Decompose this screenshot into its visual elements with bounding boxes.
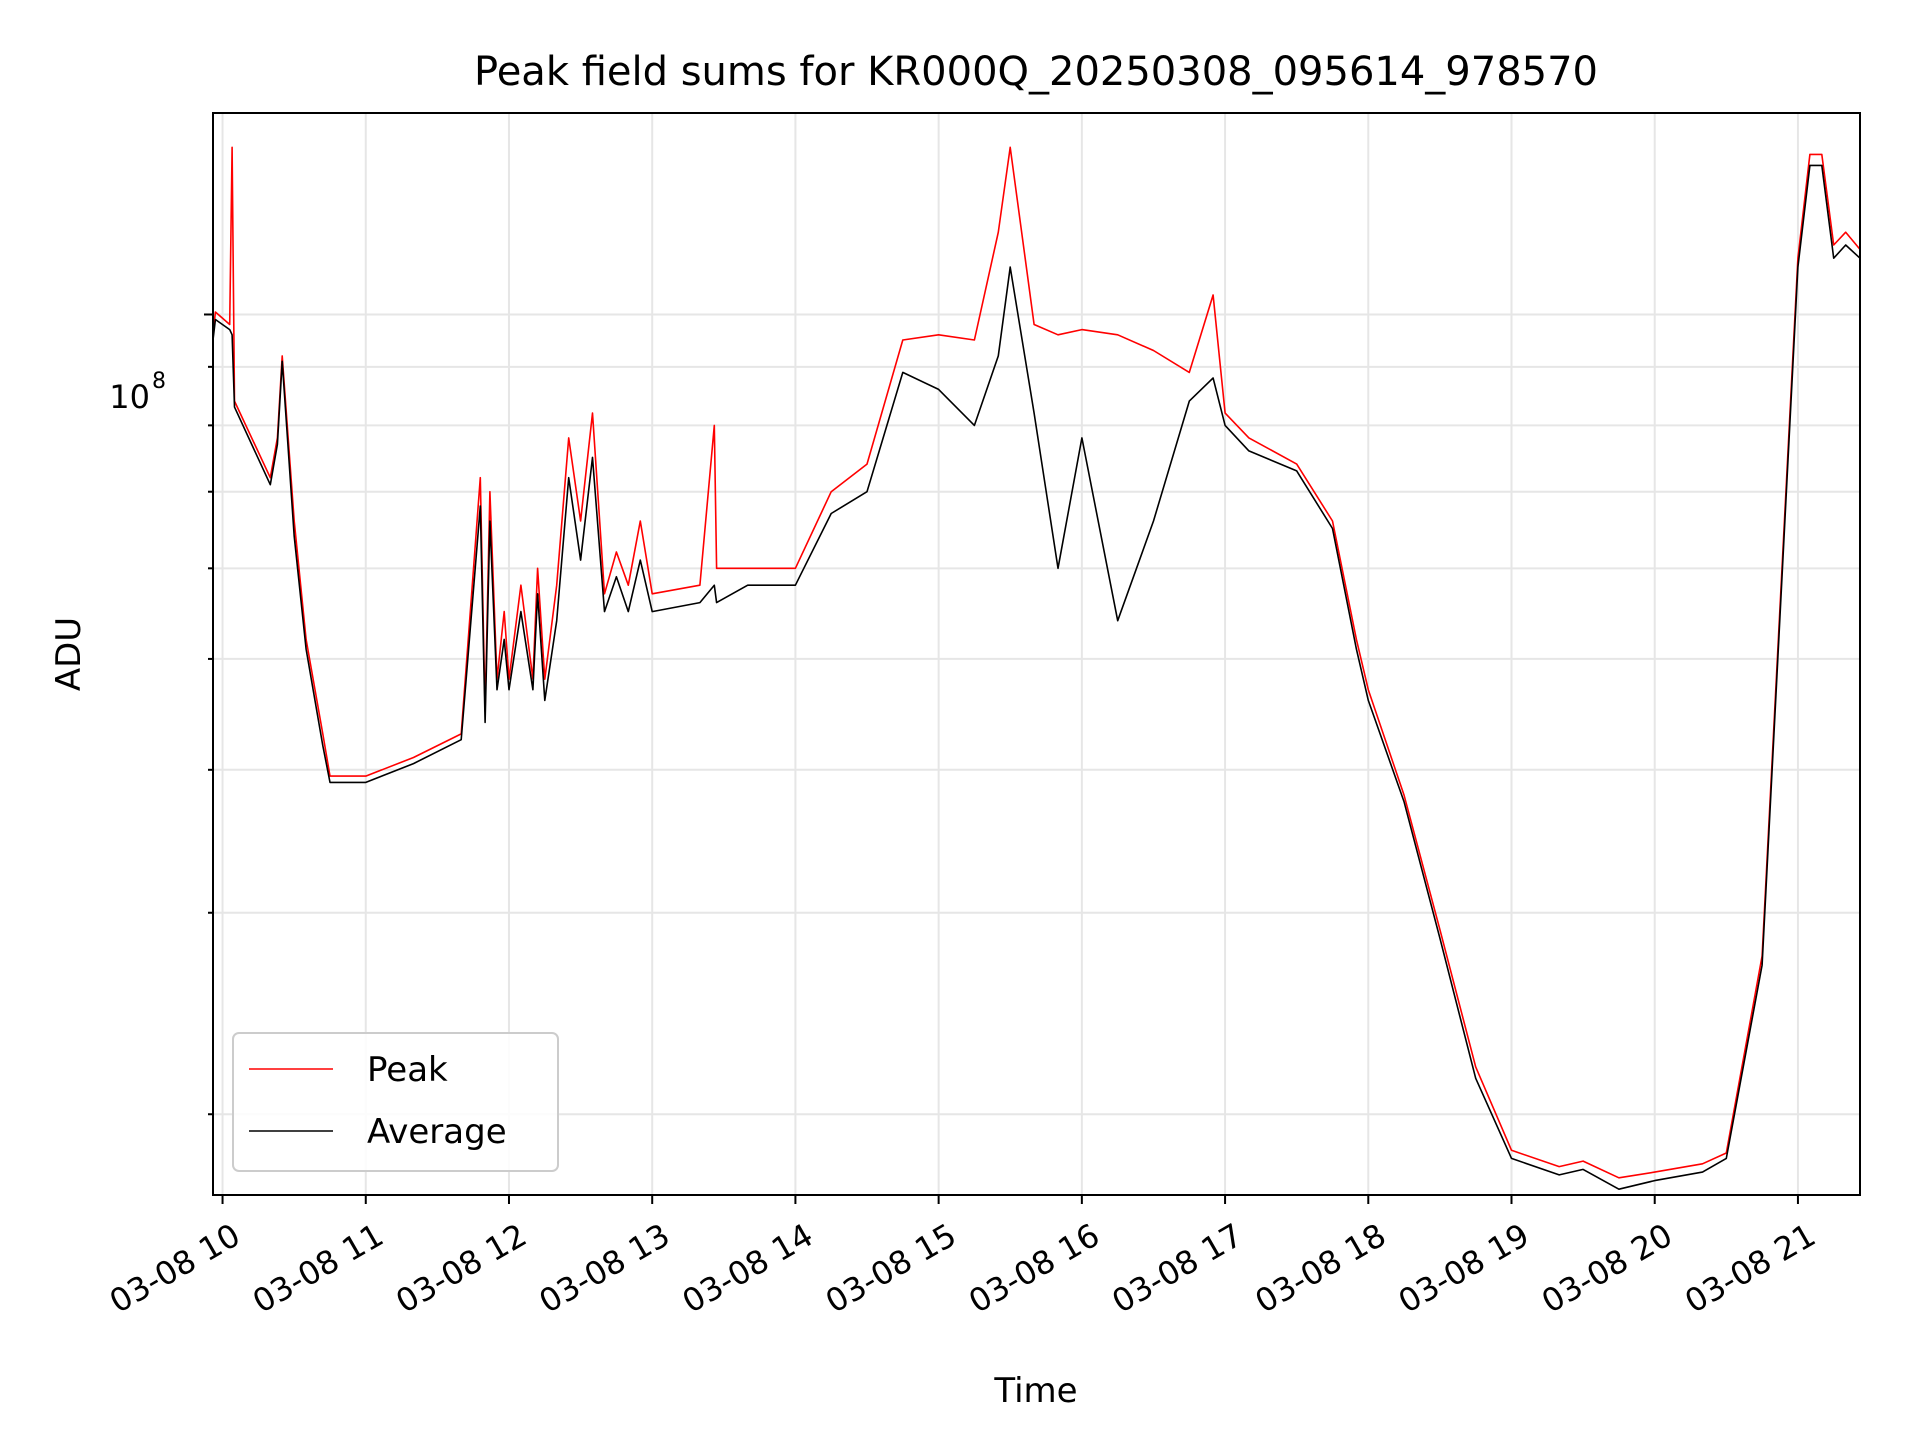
svg-text:8: 8 (152, 369, 166, 394)
legend-label-average: Average (367, 1112, 507, 1152)
legend: Peak Average (232, 1032, 559, 1172)
y-axis-ticks (204, 313, 213, 1116)
series-line-peak (212, 146, 1861, 1179)
y-tick-base: 10 (109, 378, 150, 416)
y-major-tick-label: 10 8 (109, 369, 166, 416)
legend-box (232, 1032, 559, 1172)
series-line-average (212, 164, 1861, 1190)
x-axis-label: Time (993, 1371, 1077, 1411)
series-layer (212, 146, 1861, 1190)
y-axis-label: ADU (49, 617, 89, 691)
legend-label-peak: Peak (367, 1050, 448, 1090)
plot-frame (212, 112, 1861, 1196)
svg-text:10: 10 (109, 378, 150, 416)
y-tick-exponent: 8 (152, 369, 166, 394)
grid (213, 113, 1860, 1195)
chart-title: Peak field sums for KR000Q_20250308_0956… (474, 49, 1598, 95)
